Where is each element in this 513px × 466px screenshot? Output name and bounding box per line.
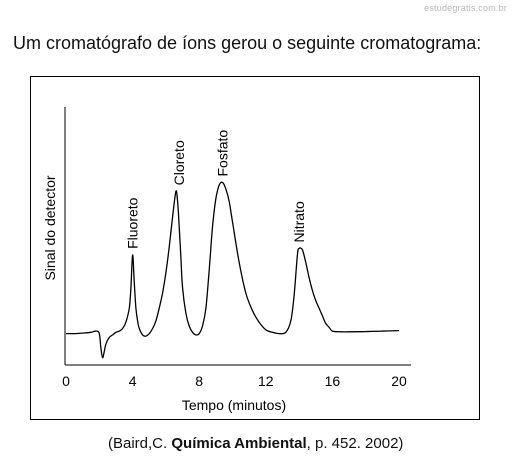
peak-label-nitrato: Nitrato [291,201,307,242]
y-axis-label: Sinal do detector [42,175,58,280]
x-tick-label: 4 [129,373,137,389]
peak-label-cloreto: Cloreto [171,140,187,185]
peak-label-fosfato: Fosfato [215,130,231,177]
citation-prefix: (Baird,C. [108,435,172,452]
x-tick-label: 12 [258,373,274,389]
x-tick-label: 20 [391,373,407,389]
peak-labels: Fluoreto Cloreto Fosfato Nitrato [125,130,308,249]
citation-book-title: Química Ambiental [171,435,307,452]
question-text: Um cromatógrafo de íons gerou o seguinte… [13,33,482,53]
chart-frame [30,76,480,420]
axes [64,107,411,366]
chromatogram-signal-line [65,181,400,359]
citation: (Baird,C. Química Ambiental, p. 452. 200… [108,435,403,452]
site-watermark: estudegratis.com.br [424,3,507,13]
citation-suffix: , p. 452. 2002) [306,435,404,452]
x-axis-label: Tempo (minutos) [182,397,286,413]
peak-label-fluoreto: Fluoreto [125,197,141,249]
x-tick-label: 8 [195,373,203,389]
x-tick-labels: 0 4 8 12 16 20 [62,373,407,389]
x-tick-label: 0 [62,373,70,389]
x-tick-label: 16 [325,373,341,389]
